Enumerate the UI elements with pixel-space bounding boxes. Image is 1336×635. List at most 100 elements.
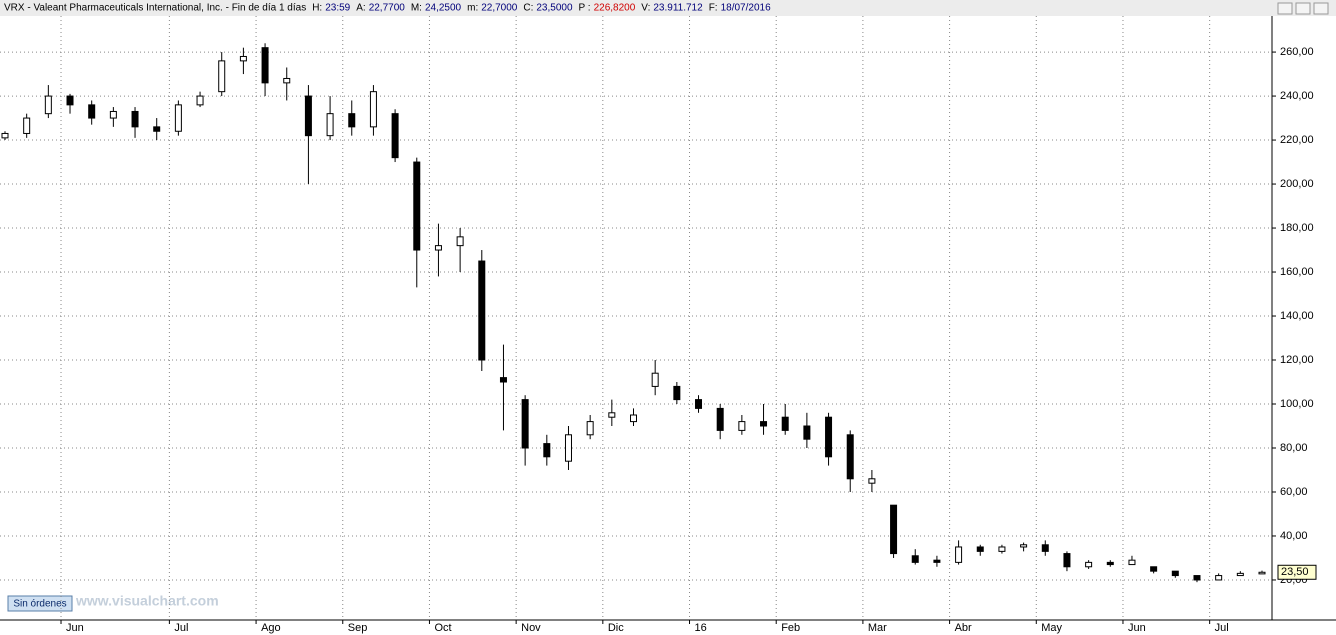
orders-button[interactable] [7, 595, 73, 612]
field-label: m: [467, 3, 478, 14]
candle-body [695, 399, 703, 409]
x-tick-label: Sep [348, 622, 368, 634]
candle-body [955, 546, 963, 563]
field-value: 18/07/2016 [721, 3, 771, 14]
x-tick-label: Jun [1128, 622, 1146, 634]
candle-body [1215, 575, 1223, 581]
y-tick-label: 40,00 [1280, 530, 1308, 542]
y-tick-label: 200,00 [1280, 178, 1314, 190]
y-tick-label: 160,00 [1280, 266, 1314, 278]
field-label: M: [411, 3, 422, 14]
candle-body [261, 47, 269, 84]
field-label: V: [641, 3, 650, 14]
y-tick-label: 260,00 [1280, 46, 1314, 58]
candle-body [586, 421, 594, 436]
candle-body [868, 478, 876, 484]
symbol: VRX - Valeant Pharmaceuticals Internatio… [4, 3, 306, 14]
candle-body [88, 104, 96, 119]
x-tick-label: Dic [608, 622, 624, 634]
y-tick-label: 240,00 [1280, 90, 1314, 102]
orders-button-label[interactable]: Sin órdenes [13, 599, 66, 610]
candle-body [1020, 544, 1028, 548]
candle-body [608, 412, 616, 418]
last-price-box [1277, 564, 1317, 580]
candle-body [1106, 561, 1114, 566]
candle-body [23, 117, 31, 134]
candle-body [1236, 572, 1244, 577]
candle-body [738, 421, 746, 431]
candle-body [1085, 561, 1093, 568]
candle-body [109, 110, 117, 119]
candle-body [66, 95, 74, 106]
header-bar [0, 0, 1336, 16]
candle-body [1150, 566, 1158, 572]
candle-body [673, 385, 681, 401]
window-buttons[interactable] [1277, 2, 1329, 15]
candle-body [1258, 571, 1266, 575]
field-value: 22,7000 [481, 3, 518, 14]
candle-body [1, 132, 9, 139]
candle-body [239, 55, 247, 62]
candle-body [825, 416, 833, 458]
x-tick-label: Feb [781, 622, 800, 634]
candle-body [1041, 544, 1049, 552]
field-value: 23.911.712 [653, 3, 703, 14]
candle-body [781, 416, 789, 431]
candle-body [44, 95, 52, 115]
field-value: 23:59 [325, 3, 350, 14]
candle-body [174, 104, 182, 132]
field-value: 23,5000 [536, 3, 573, 14]
candle-body [348, 113, 356, 128]
last-price-label: 23,50 [1281, 566, 1309, 578]
candle-body [283, 77, 291, 84]
candle-body [1193, 575, 1201, 581]
x-tick-label: Abr [955, 622, 972, 634]
x-tick-label: Jul [1215, 622, 1229, 634]
y-tick-label: 100,00 [1280, 398, 1314, 410]
x-tick-label: Ago [261, 622, 281, 634]
candle-body [304, 95, 312, 137]
x-tick-label: Mar [868, 622, 887, 634]
y-tick-label: 220,00 [1280, 134, 1314, 146]
candle-body [1171, 570, 1179, 577]
candle-body [651, 372, 659, 387]
candle-body [630, 414, 637, 423]
candle-body [218, 60, 226, 93]
header: VRX - Valeant Pharmaceuticals Internatio… [4, 3, 771, 14]
minimize-button[interactable] [1277, 2, 1293, 15]
field-value: 22,7700 [369, 3, 406, 14]
x-tick-label: 16 [695, 622, 707, 634]
candle-body [413, 161, 421, 251]
candle-body [391, 113, 399, 159]
x-tick-label: Jul [174, 622, 188, 634]
field-label: H: [312, 3, 322, 14]
close-button[interactable] [1313, 2, 1329, 15]
x-tick-label: May [1041, 622, 1062, 634]
candle-body [478, 260, 486, 361]
x-tick-label: Nov [521, 622, 541, 634]
y-tick-label: 180,00 [1280, 222, 1314, 234]
field-label: C: [523, 3, 533, 14]
candle-body [521, 399, 529, 449]
candle-body [456, 236, 464, 247]
candle-body [326, 113, 334, 137]
candle-body [760, 421, 768, 427]
restore-button[interactable] [1295, 2, 1311, 15]
candle-body [890, 504, 898, 555]
candle-body [933, 559, 941, 563]
x-tick-label: Oct [434, 622, 451, 634]
candle-body [1063, 553, 1071, 568]
candle-body [911, 555, 919, 563]
candle-body [976, 546, 984, 552]
y-tick-label: 120,00 [1280, 354, 1314, 366]
candle-body [543, 443, 551, 458]
candle-body [716, 407, 724, 431]
candle-body [131, 110, 139, 128]
candle-body [434, 245, 442, 251]
candle-body [499, 377, 507, 383]
x-tick-label: Jun [66, 622, 84, 634]
candle-body [846, 434, 854, 480]
field-label: F: [709, 3, 718, 14]
candle-body [1128, 559, 1136, 566]
candle-body [153, 126, 161, 132]
